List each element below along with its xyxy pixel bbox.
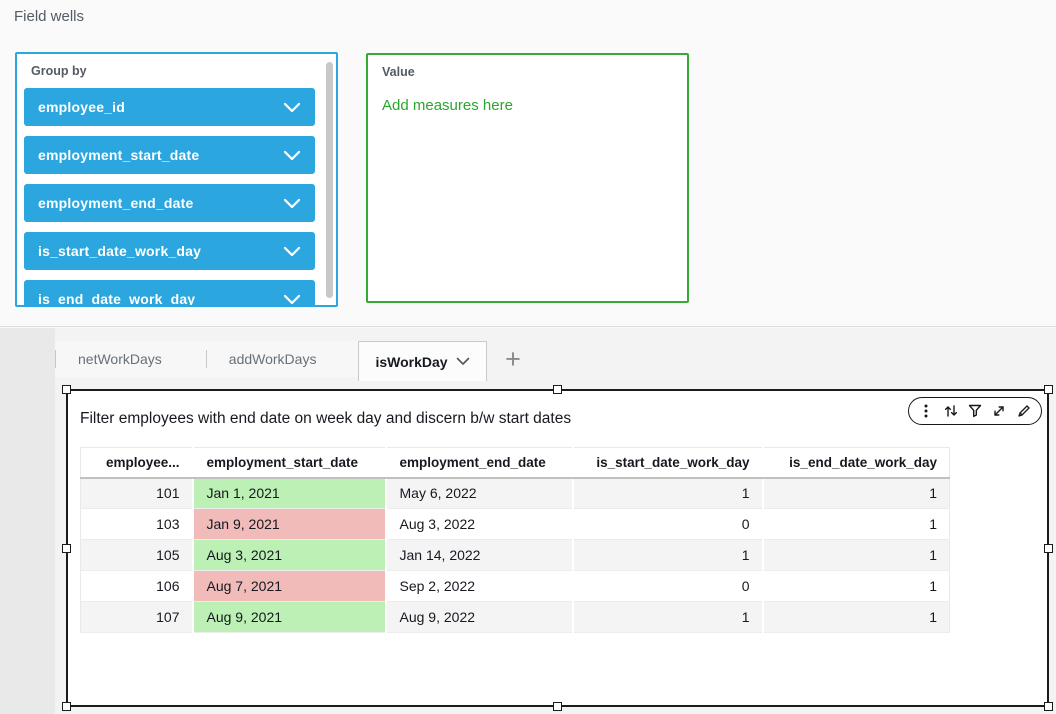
cell-is_start_date_work_day[interactable]: 1 — [572, 601, 764, 633]
field-pill-label: is_end_date_work_day — [38, 291, 196, 307]
cell-is_start_date_work_day[interactable]: 1 — [572, 539, 764, 571]
cell-employee_id[interactable]: 107 — [80, 601, 194, 633]
cell-employee_id[interactable]: 106 — [80, 570, 194, 602]
tab-label: addWorkDays — [228, 351, 317, 367]
tab-label: netWorkDays — [78, 351, 162, 367]
cell-employment_start_date[interactable]: Aug 9, 2021 — [192, 601, 387, 633]
table-visual[interactable]: Filter employees with end date on week d… — [62, 385, 1053, 711]
cell-employment_end_date[interactable]: Aug 3, 2022 — [385, 508, 574, 540]
resize-handle-mid-right[interactable] — [1044, 543, 1053, 553]
table-row: 105 Aug 3, 2021 Jan 14, 2022 1 1 — [80, 539, 950, 571]
menu-kebab-icon[interactable] — [915, 400, 937, 422]
cell-employment_end_date[interactable]: May 6, 2022 — [385, 477, 574, 509]
field-pill-label: employment_start_date — [38, 147, 200, 163]
resize-handle-bottom-left[interactable] — [62, 702, 71, 711]
visual-toolbar — [908, 397, 1042, 425]
field-pill-label: is_start_date_work_day — [38, 243, 202, 259]
field-pill-label: employment_end_date — [38, 195, 194, 211]
resize-handle-bottom-middle[interactable] — [553, 702, 562, 711]
cell-employment_start_date[interactable]: Aug 3, 2021 — [192, 539, 387, 571]
cell-employment_start_date[interactable]: Jan 9, 2021 — [192, 508, 387, 540]
cell-employment_start_date[interactable]: Aug 7, 2021 — [192, 570, 387, 602]
column-header-employment_start_date[interactable]: employment_start_date — [192, 447, 387, 479]
table-row: 106 Aug 7, 2021 Sep 2, 2022 0 1 — [80, 570, 950, 602]
add-sheet-button[interactable]: + — [505, 343, 521, 374]
table-body: 101 Jan 1, 2021 May 6, 2022 1 1 103 Jan 9, 202… — [80, 477, 950, 633]
value-well[interactable]: Value Add measures here — [366, 53, 689, 303]
maximize-icon[interactable] — [988, 400, 1010, 422]
chevron-down-icon[interactable] — [456, 357, 470, 366]
column-header-employment_end_date[interactable]: employment_end_date — [385, 447, 574, 479]
resize-handle-mid-left[interactable] — [62, 543, 71, 553]
chevron-down-icon[interactable] — [283, 198, 301, 209]
cell-employee_id[interactable]: 105 — [80, 539, 194, 571]
resize-handle-top-right[interactable] — [1044, 385, 1053, 394]
add-measures-hint: Add measures here — [382, 97, 513, 114]
cell-is_end_date_work_day[interactable]: 1 — [762, 477, 950, 509]
field-pill-label: employee_id — [38, 99, 126, 115]
cell-is_end_date_work_day[interactable]: 1 — [762, 570, 950, 602]
group-by-scrollbar-thumb[interactable] — [326, 62, 333, 298]
resize-handle-bottom-right[interactable] — [1044, 702, 1053, 711]
cell-is_start_date_work_day[interactable]: 0 — [572, 508, 764, 540]
field-pill-employment_end_date[interactable]: employment_end_date — [24, 184, 315, 222]
table-row: 107 Aug 9, 2021 Aug 9, 2022 1 1 — [80, 601, 950, 633]
group-by-pills: employee_id employment_start_date employme… — [24, 88, 315, 307]
column-header-is_end_date_work_day[interactable]: is_end_date_work_day — [762, 447, 950, 479]
cell-employment_end_date[interactable]: Aug 9, 2022 — [385, 601, 574, 633]
column-header-employee_id[interactable]: employee... — [80, 447, 194, 479]
tab-netWorkDays[interactable]: netWorkDays — [55, 350, 206, 368]
cell-employee_id[interactable]: 101 — [80, 477, 194, 509]
visual-title: Filter employees with end date on week d… — [80, 410, 572, 427]
sheet-canvas: netWorkDays addWorkDays isWorkDay + Filt… — [0, 328, 1056, 714]
cell-is_end_date_work_day[interactable]: 1 — [762, 508, 950, 540]
value-label: Value — [382, 65, 415, 79]
chevron-down-icon[interactable] — [283, 150, 301, 161]
data-table: employee... employment_start_date employme… — [80, 447, 950, 633]
field-pill-is_end_date_work_day[interactable]: is_end_date_work_day — [24, 280, 315, 307]
tab-label: isWorkDay — [375, 353, 448, 370]
cell-employment_end_date[interactable]: Jan 14, 2022 — [385, 539, 574, 571]
tab-isWorkDay[interactable]: isWorkDay — [358, 341, 487, 381]
cell-employee_id[interactable]: 103 — [80, 508, 194, 540]
resize-handle-top-middle[interactable] — [553, 385, 562, 394]
field-wells-panel: Field wells Group by employee_id employme… — [0, 0, 1056, 327]
resize-handle-top-left[interactable] — [62, 385, 71, 394]
field-pill-employment_start_date[interactable]: employment_start_date — [24, 136, 315, 174]
chevron-down-icon[interactable] — [283, 294, 301, 305]
table-header-row: employee... employment_start_date employme… — [80, 447, 950, 479]
cell-is_end_date_work_day[interactable]: 1 — [762, 601, 950, 633]
cell-employment_end_date[interactable]: Sep 2, 2022 — [385, 570, 574, 602]
table-row: 101 Jan 1, 2021 May 6, 2022 1 1 — [80, 477, 950, 509]
cell-employment_start_date[interactable]: Jan 1, 2021 — [192, 477, 387, 509]
cell-is_start_date_work_day[interactable]: 0 — [572, 570, 764, 602]
group-by-label: Group by — [31, 64, 87, 78]
cell-is_start_date_work_day[interactable]: 1 — [572, 477, 764, 509]
table-row: 103 Jan 9, 2021 Aug 3, 2022 0 1 — [80, 508, 950, 540]
chevron-down-icon[interactable] — [283, 246, 301, 257]
filter-icon[interactable] — [964, 400, 986, 422]
sheet-tab-bar: netWorkDays addWorkDays — [55, 341, 358, 377]
chevron-down-icon[interactable] — [283, 102, 301, 113]
edit-pencil-icon[interactable] — [1013, 400, 1035, 422]
field-pill-is_start_date_work_day[interactable]: is_start_date_work_day — [24, 232, 315, 270]
cell-is_end_date_work_day[interactable]: 1 — [762, 539, 950, 571]
field-pill-employee_id[interactable]: employee_id — [24, 88, 315, 126]
sort-icon[interactable] — [940, 400, 962, 422]
field-wells-title: Field wells — [14, 8, 85, 25]
left-gutter — [0, 328, 55, 714]
column-header-is_start_date_work_day[interactable]: is_start_date_work_day — [572, 447, 764, 479]
tab-addWorkDays[interactable]: addWorkDays — [205, 350, 361, 368]
group-by-well[interactable]: Group by employee_id employment_start_dat… — [15, 52, 338, 307]
